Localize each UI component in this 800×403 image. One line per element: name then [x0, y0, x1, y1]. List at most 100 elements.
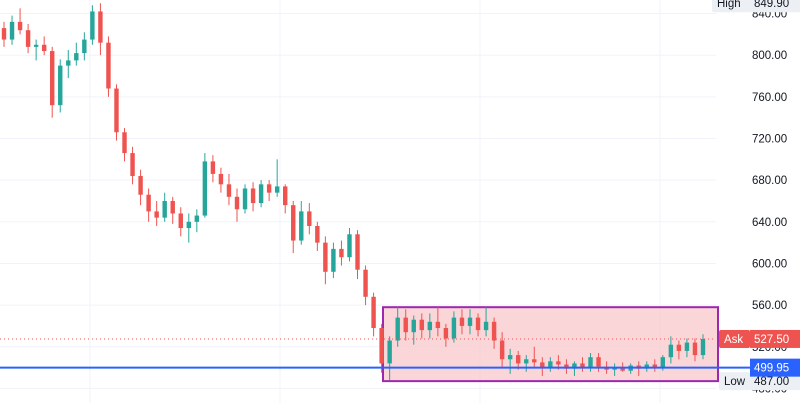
candle	[258, 180, 264, 208]
candle	[66, 49, 71, 79]
candle-body	[323, 242, 328, 272]
y-tick-label: 560.00	[752, 300, 787, 312]
candle	[49, 46, 55, 118]
candle-body	[138, 175, 143, 195]
candle-body	[540, 362, 545, 368]
candle-body	[556, 361, 561, 365]
candle-body	[186, 221, 192, 229]
candle-body	[548, 361, 553, 368]
candle-body	[347, 234, 352, 258]
candle	[178, 207, 183, 237]
candle-body	[307, 211, 312, 226]
candle-body	[411, 319, 416, 333]
candle	[194, 209, 200, 233]
candle	[130, 146, 135, 185]
candle-body	[499, 340, 505, 360]
candle-body	[419, 319, 425, 331]
candle	[668, 336, 674, 364]
candle	[564, 359, 569, 374]
candle	[515, 350, 521, 370]
candle-body	[700, 338, 706, 356]
candle	[524, 355, 529, 372]
candle	[41, 36, 47, 56]
candle-body	[660, 357, 666, 368]
candle	[548, 357, 553, 372]
candle-body	[524, 359, 529, 364]
candle-body	[387, 340, 392, 364]
low-tag-label: Low	[724, 376, 746, 388]
y-tick-label: 800.00	[752, 50, 787, 62]
candle	[491, 317, 497, 349]
candle	[266, 180, 272, 201]
candle	[532, 346, 537, 368]
candle	[114, 84, 119, 141]
candle	[315, 221, 320, 251]
current-price-tag-value: 499.95	[754, 363, 789, 375]
candle	[475, 313, 481, 337]
candle	[387, 336, 392, 381]
candle	[676, 340, 682, 360]
candle-body	[17, 21, 23, 31]
candle	[395, 307, 400, 347]
candle-body	[668, 344, 674, 358]
candle-body	[515, 355, 521, 364]
ask-tag: Ask 527.50	[719, 329, 800, 348]
candle	[652, 359, 658, 372]
ask-tag-value: 527.50	[754, 334, 789, 346]
candle-body	[90, 11, 95, 40]
candle-body	[676, 344, 682, 351]
low-tag-label-bg	[719, 372, 750, 391]
candle	[98, 3, 103, 56]
candle-body	[58, 65, 63, 106]
candle	[403, 309, 408, 341]
high-tag-value-bg	[750, 0, 800, 13]
candle-body	[684, 342, 690, 351]
candle	[170, 196, 175, 224]
candle-body	[379, 328, 384, 364]
candle	[580, 357, 585, 372]
high-tag-value: 849.90	[754, 0, 789, 10]
candle	[419, 313, 425, 339]
price-tags-layer: High 849.90 Low 487.00 Ask 527.50 499.95	[712, 0, 800, 391]
high-tag-label: High	[717, 0, 741, 10]
candle	[242, 184, 248, 214]
candle	[644, 361, 649, 372]
candle	[1, 21, 7, 47]
candle	[9, 15, 15, 45]
candle-body	[266, 184, 272, 193]
price-lines-layer	[0, 338, 800, 369]
candle-body	[652, 364, 658, 368]
candle-body	[130, 153, 135, 176]
candle-body	[194, 215, 200, 222]
candle-body	[258, 184, 264, 204]
candle	[282, 184, 288, 214]
candle	[74, 42, 79, 66]
candle	[411, 315, 416, 345]
candle-body	[49, 51, 55, 106]
candle	[371, 292, 376, 337]
candle	[202, 153, 208, 218]
candle	[58, 59, 63, 113]
candle-body	[1, 28, 7, 40]
candle	[379, 323, 384, 373]
candle	[323, 236, 328, 285]
candle-body	[170, 200, 175, 214]
candle-body	[483, 321, 489, 331]
candle-body	[66, 60, 71, 66]
ask-tag-label-bg	[719, 329, 750, 348]
candle	[274, 159, 280, 197]
y-tick-label: 680.00	[752, 175, 787, 187]
candle-body	[580, 363, 585, 368]
candle	[451, 311, 457, 343]
candle-body	[507, 355, 513, 360]
candle	[459, 309, 465, 335]
candle-body	[274, 186, 280, 193]
y-tick-label: 760.00	[752, 92, 787, 104]
candle-body	[154, 211, 159, 218]
candle-body	[564, 364, 569, 369]
candle	[692, 338, 698, 362]
candle-body	[146, 194, 151, 212]
candle-body	[596, 357, 601, 367]
candle	[250, 182, 256, 212]
candle	[443, 323, 449, 347]
